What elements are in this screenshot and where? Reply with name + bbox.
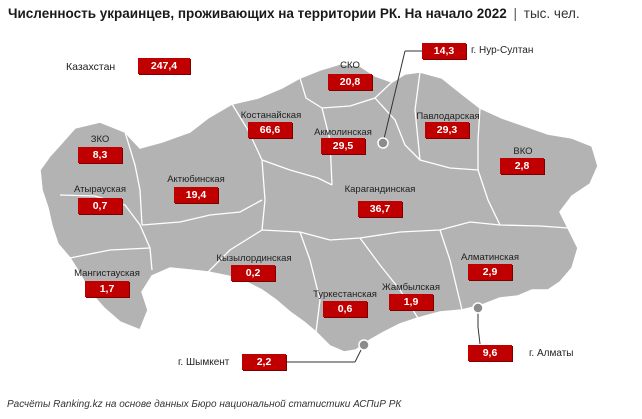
region-value-aktobe: 19,4 — [174, 187, 218, 203]
source-note: Расчёты Ranking.kz на основе данных Бюро… — [7, 399, 402, 410]
city-value-almaty: 9,6 — [468, 345, 512, 361]
region-label-kyzylorda: Кызылординская — [216, 253, 292, 264]
chart-title: Численность украинцев, проживающих на те… — [8, 6, 634, 21]
city-label-nur-sultan: г. Нур-Султан — [471, 45, 534, 56]
region-value-kyzylorda: 0,2 — [231, 265, 275, 281]
city-label-almaty: г. Алматы — [529, 348, 574, 359]
country-value: 247,4 — [138, 58, 190, 74]
region-label-sko: СКО — [340, 60, 360, 71]
region-label-mangystau: Мангистауская — [74, 268, 140, 279]
region-value-mangystau: 1,7 — [85, 281, 129, 297]
country-label: Казахстан — [66, 61, 116, 73]
city-label-shymkent: г. Шымкент — [178, 357, 230, 368]
region-value-akmola: 29,5 — [321, 138, 365, 154]
region-value-almaty-region: 2,9 — [468, 264, 512, 280]
region-value-kostanay: 66,6 — [248, 122, 292, 138]
title-main: Численность украинцев, проживающих на те… — [8, 6, 507, 21]
region-label-aktobe: Актюбинская — [167, 174, 225, 185]
title-unit: тыс. чел. — [523, 6, 580, 21]
region-value-zko: 8,3 — [78, 147, 122, 163]
region-value-turkestan: 0,6 — [323, 301, 367, 317]
region-label-turkestan: Туркестанская — [313, 289, 377, 300]
region-label-zhambyl: Жамбылская — [382, 282, 440, 293]
region-label-almaty-region: Алматинская — [461, 252, 519, 263]
region-value-karaganda: 36,7 — [358, 201, 402, 217]
city-value-nur-sultan: 14,3 — [422, 43, 466, 59]
city-value-shymkent: 2,2 — [242, 354, 286, 370]
region-label-pavlodar: Павлодарская — [416, 111, 480, 122]
city-marker-shymkent — [358, 339, 370, 351]
region-label-vko: ВКО — [513, 146, 533, 157]
region-value-sko: 20,8 — [328, 74, 372, 90]
region-label-karaganda: Карагандинская — [344, 184, 416, 195]
region-label-kostanay: Костанайская — [240, 110, 302, 121]
region-value-zhambyl: 1,9 — [389, 294, 433, 310]
region-label-atyrau: Атырауская — [74, 184, 126, 195]
city-marker-almaty — [472, 302, 484, 314]
region-value-atyrau: 0,7 — [78, 198, 122, 214]
region-label-akmola: Акмолинская — [314, 127, 372, 138]
city-marker-nur-sultan — [377, 137, 389, 149]
title-separator: | — [513, 6, 518, 21]
region-label-zko: ЗКО — [90, 134, 110, 145]
region-value-pavlodar: 29,3 — [425, 122, 469, 138]
region-value-vko: 2,8 — [500, 158, 544, 174]
